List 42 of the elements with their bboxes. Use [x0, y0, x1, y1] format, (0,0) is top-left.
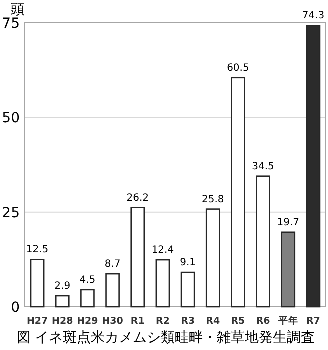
bar [281, 232, 296, 308]
data-label: 2.9 [54, 281, 71, 292]
data-label: 4.5 [80, 274, 96, 286]
bar [130, 207, 146, 308]
data-label: 8.7 [104, 259, 121, 270]
bar [180, 272, 196, 308]
y-axis-title: 頭 [11, 2, 25, 18]
bar [306, 25, 321, 308]
bar [206, 208, 220, 308]
data-label: 12.5 [26, 244, 49, 256]
data-label: 60.5 [227, 62, 250, 74]
text: 図 イネ斑点米カメムシ類畦畔・雑草地発生調査 [16, 330, 316, 346]
y-tick-label: 50 [2, 110, 20, 127]
y-tick-label: 25 [2, 205, 20, 222]
x-tick-label: R6 [256, 316, 271, 327]
data-label: 26.2 [126, 192, 150, 204]
x-tick-label: H29 [77, 316, 98, 327]
data-label: 34.5 [252, 161, 274, 172]
x-tick-label: H27 [26, 316, 48, 327]
bar [256, 176, 270, 308]
x-tick-label: R1 [130, 316, 145, 327]
x-tick-label: 平年 [277, 315, 298, 327]
x-tick-label: R4 [206, 316, 220, 327]
bar [156, 259, 170, 308]
bar [80, 289, 95, 308]
data-label: 19.7 [277, 217, 300, 228]
y-tick-label: 0 [11, 300, 20, 316]
y-tick-label: 75 [2, 16, 20, 32]
x-tick-label: R7 [306, 316, 320, 327]
x-tick-label: R3 [181, 316, 196, 327]
bar [55, 295, 70, 308]
data-label: 9.1 [180, 258, 196, 269]
data-label: 12.4 [152, 245, 174, 256]
data-label: 25.8 [202, 194, 224, 206]
bar [231, 77, 246, 308]
x-tick-label: H28 [52, 316, 74, 327]
x-tick-label: H30 [102, 316, 124, 327]
bar [106, 273, 120, 308]
bar [30, 259, 45, 308]
data-label: 74.3 [302, 10, 325, 22]
x-tick-label: R2 [156, 316, 170, 327]
x-tick-label: R5 [231, 316, 246, 327]
